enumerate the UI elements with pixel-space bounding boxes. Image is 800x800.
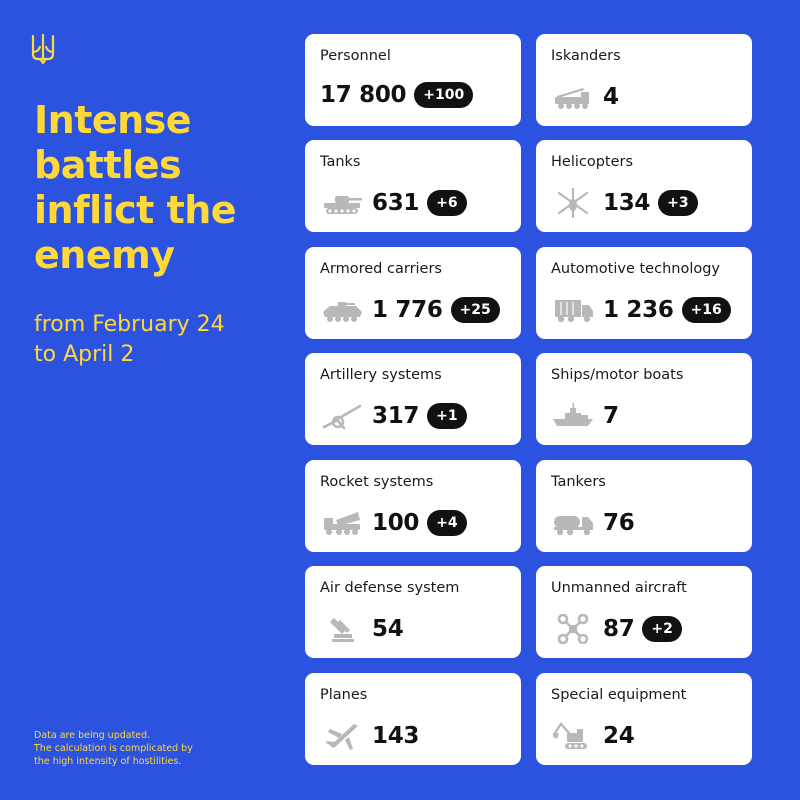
stat-card-artillery-systems: Artillery systems 317 +1 bbox=[305, 353, 521, 445]
stat-card-planes: Planes 143 bbox=[305, 673, 521, 765]
card-value: 54 bbox=[372, 616, 404, 642]
card-value: 1 776 bbox=[372, 297, 443, 323]
stat-card-ships-motor-boats: Ships/motor boats 7 bbox=[536, 353, 752, 445]
card-value: 76 bbox=[603, 510, 635, 536]
date-line: to April 2 bbox=[34, 342, 135, 367]
card-title: Artillery systems bbox=[320, 367, 442, 383]
card-value: 4 bbox=[603, 84, 619, 110]
stat-card-personnel: Personnel 17 800 +100 bbox=[305, 34, 521, 126]
card-value: 87 bbox=[603, 616, 635, 642]
card-title: Ships/motor boats bbox=[551, 367, 684, 383]
trident-emblem-icon bbox=[31, 33, 55, 65]
stat-card-rocket-systems: Rocket systems 100 +4 bbox=[305, 460, 521, 552]
headline: Intense battles inflict the enemy bbox=[34, 98, 284, 278]
footnote-line: the high intensity of hostilities. bbox=[34, 756, 182, 767]
stat-card-tanks: Tanks 631 +6 bbox=[305, 140, 521, 232]
helicopter-icon bbox=[557, 188, 589, 218]
headline-line: inflict the bbox=[34, 188, 237, 232]
card-title: Rocket systems bbox=[320, 474, 434, 490]
card-value: 143 bbox=[372, 723, 420, 749]
card-title: Air defense system bbox=[320, 580, 460, 596]
card-title: Automotive technology bbox=[551, 261, 721, 277]
artillery-icon bbox=[322, 404, 362, 430]
rocket-launcher-icon bbox=[324, 512, 360, 535]
card-title: Personnel bbox=[320, 48, 391, 64]
card-value: 100 bbox=[372, 510, 420, 536]
stat-card-tankers: Tankers 76 bbox=[536, 460, 752, 552]
footnote: Data are being updated. The calculation … bbox=[34, 729, 254, 768]
stat-card-special-equipment: Special equipment 24 bbox=[536, 673, 752, 765]
card-title: Unmanned aircraft bbox=[551, 580, 687, 596]
card-title: Helicopters bbox=[551, 154, 634, 170]
tanker-truck-icon bbox=[554, 516, 593, 536]
card-delta-badge: +3 bbox=[658, 190, 698, 216]
ship-icon bbox=[553, 403, 593, 426]
footnote-line: Data are being updated. bbox=[34, 730, 151, 741]
stat-card-armored-carriers: Armored carriers 1 776 +25 bbox=[305, 247, 521, 339]
headline-line: battles bbox=[34, 143, 182, 187]
headline-line: enemy bbox=[34, 233, 175, 277]
footnote-line: The calculation is complicated by bbox=[34, 743, 193, 754]
headline-line: Intense bbox=[34, 98, 192, 142]
card-delta-badge: +4 bbox=[427, 510, 467, 536]
iskander-launcher-icon bbox=[555, 88, 589, 109]
stat-card-automotive-technology: Automotive technology 1 236 +16 bbox=[536, 247, 752, 339]
card-value: 631 bbox=[372, 190, 420, 216]
card-title: Iskanders bbox=[551, 48, 621, 64]
card-value: 317 bbox=[372, 403, 420, 429]
card-title: Tanks bbox=[320, 154, 361, 170]
stat-card-iskanders: Iskanders 4 bbox=[536, 34, 752, 126]
card-value: 17 800 bbox=[320, 82, 407, 108]
excavator-icon bbox=[553, 722, 587, 749]
stat-card-unmanned-aircraft: Unmanned aircraft 87 +2 bbox=[536, 566, 752, 658]
card-value: 7 bbox=[603, 403, 619, 429]
date-range: from February 24 to April 2 bbox=[34, 310, 284, 370]
card-delta-badge: +2 bbox=[642, 616, 682, 642]
card-value: 24 bbox=[603, 723, 635, 749]
card-delta-badge: +25 bbox=[450, 297, 500, 323]
card-title: Armored carriers bbox=[320, 261, 442, 277]
stat-card-air-defense-system: Air defense system 54 bbox=[305, 566, 521, 658]
plane-icon bbox=[326, 724, 358, 750]
card-delta-badge: +100 bbox=[414, 82, 474, 108]
card-title: Special equipment bbox=[551, 687, 687, 703]
card-title: Tankers bbox=[551, 474, 606, 490]
drone-icon bbox=[557, 614, 589, 644]
stat-card-helicopters: Helicopters 134 +3 bbox=[536, 140, 752, 232]
tank-icon bbox=[324, 196, 362, 214]
armored-carrier-icon bbox=[323, 302, 362, 322]
date-line: from February 24 bbox=[34, 312, 225, 337]
card-delta-badge: +6 bbox=[427, 190, 467, 216]
card-delta-badge: +1 bbox=[427, 403, 467, 429]
air-defense-icon bbox=[330, 618, 354, 642]
card-delta-badge: +16 bbox=[681, 297, 731, 323]
card-value: 134 bbox=[603, 190, 651, 216]
truck-icon bbox=[555, 300, 593, 323]
card-title: Planes bbox=[320, 687, 368, 703]
card-value: 1 236 bbox=[603, 297, 674, 323]
